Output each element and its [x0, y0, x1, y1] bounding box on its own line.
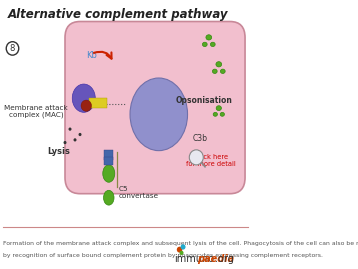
Text: paedia: paedia: [197, 254, 234, 264]
Ellipse shape: [103, 165, 115, 182]
Ellipse shape: [216, 62, 222, 67]
Bar: [104, 150, 113, 160]
Circle shape: [189, 150, 203, 165]
Ellipse shape: [63, 141, 67, 144]
Text: Click here
for more detail: Click here for more detail: [187, 154, 236, 167]
Ellipse shape: [213, 112, 217, 116]
Ellipse shape: [206, 35, 212, 40]
Text: C3b: C3b: [193, 134, 208, 143]
Bar: [89, 98, 107, 108]
Ellipse shape: [177, 247, 182, 253]
Text: .org: .org: [215, 254, 234, 264]
Text: Lysis: Lysis: [47, 147, 70, 157]
Text: immuno: immuno: [174, 254, 214, 264]
Ellipse shape: [180, 244, 185, 250]
Text: Opsonisation: Opsonisation: [175, 96, 232, 105]
Text: Formation of the membrane attack complex and subsequent lysis of the cell. Phago: Formation of the membrane attack complex…: [3, 241, 358, 246]
Text: Kb: Kb: [86, 51, 97, 60]
Ellipse shape: [216, 106, 221, 111]
Ellipse shape: [103, 190, 114, 205]
Ellipse shape: [68, 128, 72, 131]
Ellipse shape: [81, 100, 92, 111]
Ellipse shape: [130, 78, 188, 151]
Ellipse shape: [72, 84, 95, 112]
Ellipse shape: [221, 69, 225, 73]
Text: C5
convertase: C5 convertase: [119, 186, 159, 199]
Ellipse shape: [211, 42, 215, 47]
Ellipse shape: [179, 251, 184, 255]
FancyBboxPatch shape: [65, 22, 245, 194]
Ellipse shape: [220, 112, 224, 116]
Ellipse shape: [73, 138, 77, 141]
Text: Membrane attack
complex (MAC): Membrane attack complex (MAC): [4, 105, 68, 118]
Ellipse shape: [78, 133, 82, 136]
Text: 8: 8: [10, 44, 15, 53]
Text: Alternative complement pathway: Alternative complement pathway: [8, 8, 228, 21]
Text: by recognition of surface bound complement protein by phagocytes expressing comp: by recognition of surface bound compleme…: [3, 253, 323, 257]
Bar: [104, 157, 113, 165]
Ellipse shape: [202, 42, 207, 47]
Ellipse shape: [212, 69, 217, 73]
FancyArrowPatch shape: [94, 52, 112, 59]
